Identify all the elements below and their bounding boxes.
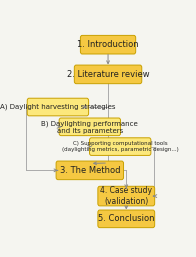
Text: 4. Case study
(validation): 4. Case study (validation) [100,186,152,206]
FancyBboxPatch shape [90,138,151,155]
FancyBboxPatch shape [74,65,142,84]
FancyBboxPatch shape [56,161,123,180]
FancyBboxPatch shape [98,186,155,206]
Text: B) Daylighting performance
and its parameters: B) Daylighting performance and its param… [41,120,138,134]
Text: A) Daylight harvesting strategies: A) Daylight harvesting strategies [0,104,116,110]
FancyBboxPatch shape [98,210,155,228]
FancyBboxPatch shape [59,118,121,136]
Text: 1. Introduction: 1. Introduction [77,40,139,49]
Text: 3. The Method: 3. The Method [60,166,120,175]
Text: 5. Conclusion: 5. Conclusion [98,214,154,223]
FancyBboxPatch shape [27,98,89,116]
Text: C) Supporting computational tools
(daylighting metrics, parametric design...): C) Supporting computational tools (dayli… [62,141,179,152]
FancyBboxPatch shape [80,35,136,54]
Text: 2. Literature review: 2. Literature review [67,70,149,79]
